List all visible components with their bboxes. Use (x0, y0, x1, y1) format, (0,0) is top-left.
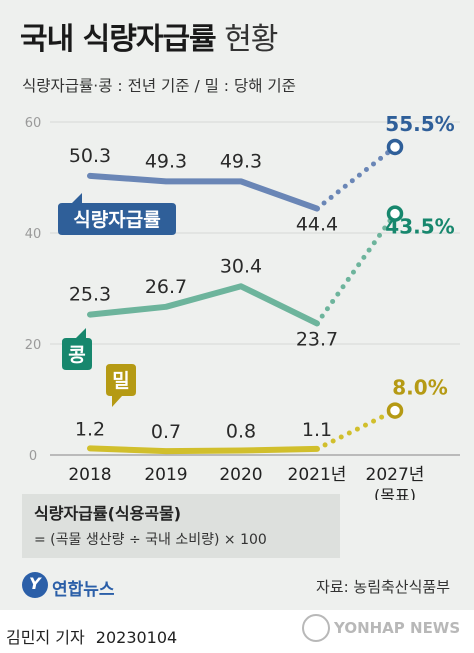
title-bold: 국내 식량자급률 (20, 22, 217, 57)
formula-body: = (곡물 생산량 ÷ 국내 소비량) × 100 (34, 532, 267, 548)
line-chart: 0 20 40 60 2018 2019 2020 2021년 2027년(목표) 50.3 49.… (25, 112, 460, 500)
data-label: 43.5% (385, 215, 454, 239)
x-tick-label: 2018 (68, 465, 111, 485)
data-label: 49.3 (220, 150, 262, 172)
x-tick-sublabel: (목표) (374, 486, 416, 500)
yonhap-news-watermark: YONHAP NEWS (302, 614, 472, 644)
legend-tag-2 (106, 364, 136, 407)
y-tick-label: 0 (29, 449, 37, 464)
chart-subtitle: 식량자급률·콩 : 전년 기준 / 밀 : 당해 기준 (22, 77, 296, 95)
data-label: 1.2 (75, 418, 105, 440)
data-label: 49.3 (145, 150, 187, 172)
data-label: 55.5% (385, 112, 454, 136)
series-line-2 (87, 445, 320, 455)
data-label: 0.7 (151, 421, 181, 443)
data-label: 30.4 (220, 255, 262, 277)
watermark-text: YONHAP NEWS (334, 619, 461, 637)
byline-date: 20230104 (95, 628, 178, 647)
legend-tag-0 (58, 193, 176, 235)
formula-title: 식량자급률(식용곡물) (34, 504, 182, 523)
legend-tag-1 (62, 328, 92, 370)
infographic-card: 국내 식량자급률 현황 식량자급률·콩 : 전년 기준 / 밀 : 당해 기준 … (0, 0, 474, 610)
x-tick-label: 2020 (219, 465, 262, 485)
y-tick-label: 40 (25, 227, 42, 242)
chart-title: 국내 식량자급률 현황 (20, 14, 278, 58)
target-point-1 (386, 205, 404, 222)
formula-box: 식량자급률(식용곡물) = (곡물 생산량 ÷ 국내 소비량) × 100 (22, 494, 340, 558)
series-projection-2 (314, 408, 398, 452)
source-note: 자료: 농림축산식품부 (315, 578, 450, 596)
data-label: 44.4 (296, 214, 338, 236)
x-tick-label: 2019 (144, 465, 187, 485)
yonhap-logo: Y 연합뉴스 (22, 572, 152, 600)
yonhap-logo-icon: Y (22, 572, 48, 598)
data-label: 1.1 (302, 419, 332, 441)
y-tick-label: 20 (25, 338, 42, 353)
logo-text: 연합뉴스 (52, 580, 115, 600)
x-tick-label: 2027년 (366, 465, 425, 485)
target-point-0 (386, 138, 404, 156)
series-line-1 (87, 283, 320, 327)
data-label: 0.8 (226, 421, 256, 443)
y-tick-label: 60 (25, 116, 42, 131)
byline: 김민지 기자 20230104 (6, 624, 177, 648)
logo-mark-letter: Y (29, 574, 41, 593)
series-projection-0 (314, 144, 398, 212)
series-line-0 (87, 172, 320, 212)
data-label: 8.0% (392, 376, 447, 400)
legend-label: 식량자급률 (73, 209, 160, 231)
data-label: 26.7 (145, 276, 187, 298)
legend-label: 콩 (68, 344, 85, 366)
data-label: 23.7 (296, 328, 338, 350)
data-label: 50.3 (69, 145, 111, 167)
target-point-2 (386, 402, 404, 419)
legend-label: 밀 (112, 370, 129, 392)
data-label: 25.3 (69, 284, 111, 306)
title-light: 현황 (224, 22, 278, 57)
byline-author: 김민지 기자 (6, 628, 85, 647)
watermark-logo-icon (302, 614, 330, 642)
x-tick-label: 2021년 (288, 465, 347, 485)
